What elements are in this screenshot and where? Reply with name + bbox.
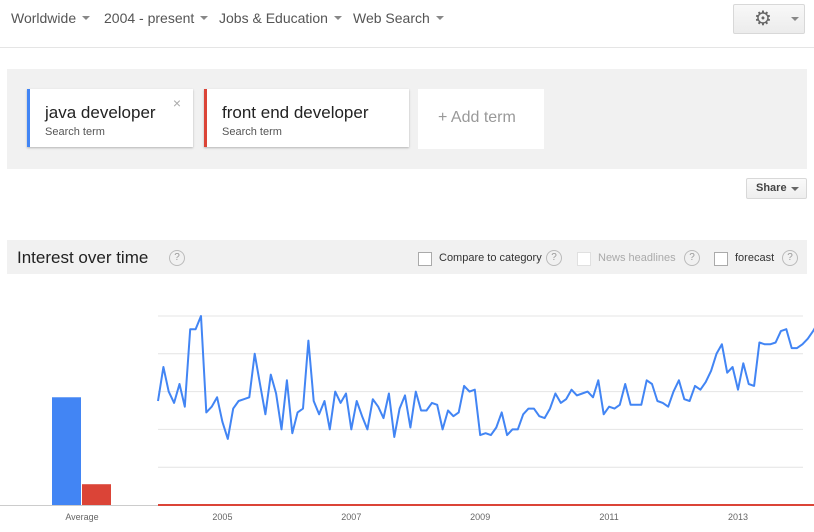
term-color-bar (27, 89, 30, 147)
compare-to-category-label: Compare to category (439, 252, 542, 264)
term-color-bar (204, 89, 207, 147)
interest-over-time-chart: Average 2005 2007 2009 2011 2013 (0, 315, 814, 522)
time-filter[interactable]: 2004 - present (104, 10, 209, 26)
x-tick-label: 2009 (470, 512, 490, 522)
x-axis-ticks: 2005 2007 2009 2011 2013 (212, 512, 748, 522)
forecast-label: forecast (735, 252, 775, 264)
average-bars: Average (52, 397, 111, 522)
x-tick-label: 2005 (212, 512, 232, 522)
share-label: Share (756, 182, 787, 194)
gear-icon: ⚙ (754, 8, 772, 30)
average-label: Average (65, 512, 98, 522)
average-bar (82, 484, 111, 505)
chevron-down-icon (200, 16, 209, 21)
help-icon[interactable]: ? (684, 250, 700, 266)
chevron-down-icon (435, 16, 444, 21)
search-type-filter[interactable]: Web Search (353, 10, 444, 26)
filter-bar: Worldwide 2004 - present Jobs & Educatio… (0, 0, 814, 48)
news-headlines-label: News headlines (598, 252, 676, 264)
search-type-filter-label: Web Search (353, 10, 430, 26)
close-icon[interactable]: × (172, 95, 181, 111)
news-headlines-checkbox[interactable] (577, 252, 591, 266)
term-name: front end developer (222, 103, 369, 122)
help-icon[interactable]: ? (169, 250, 185, 266)
term-card-java-developer[interactable]: java developer Search term × (27, 89, 193, 147)
term-name: java developer (45, 103, 156, 122)
chevron-down-icon (82, 16, 91, 21)
average-bar (52, 397, 81, 505)
term-card-front-end-developer[interactable]: front end developer Search term (204, 89, 409, 147)
series-lines (157, 315, 814, 506)
category-filter[interactable]: Jobs & Education (219, 10, 342, 26)
chevron-down-icon (791, 187, 799, 191)
settings-button[interactable]: ⚙ (733, 4, 805, 34)
term-subtitle: Search term (222, 126, 282, 138)
chevron-down-icon (333, 16, 342, 21)
x-tick-label: 2011 (599, 512, 618, 522)
category-filter-label: Jobs & Education (219, 10, 328, 26)
region-filter[interactable]: Worldwide (11, 10, 91, 26)
x-tick-label: 2007 (341, 512, 361, 522)
terms-panel: java developer Search term × front end d… (7, 69, 807, 169)
time-filter-label: 2004 - present (104, 10, 195, 26)
interest-over-time-header: Interest over time ? Compare to category… (7, 240, 807, 274)
chevron-down-icon (791, 17, 799, 21)
series-line (157, 315, 814, 440)
x-tick-label: 2013 (728, 512, 748, 522)
share-button[interactable]: Share (746, 178, 807, 199)
add-term-label: + Add term (438, 109, 516, 126)
help-icon[interactable]: ? (782, 250, 798, 266)
region-filter-label: Worldwide (11, 10, 77, 26)
compare-to-category-checkbox[interactable] (418, 252, 432, 266)
help-icon[interactable]: ? (546, 250, 562, 266)
forecast-checkbox[interactable] (714, 252, 728, 266)
term-subtitle: Search term (45, 126, 105, 138)
section-title: Interest over time (17, 248, 149, 267)
add-term-button[interactable]: + Add term (418, 89, 544, 149)
